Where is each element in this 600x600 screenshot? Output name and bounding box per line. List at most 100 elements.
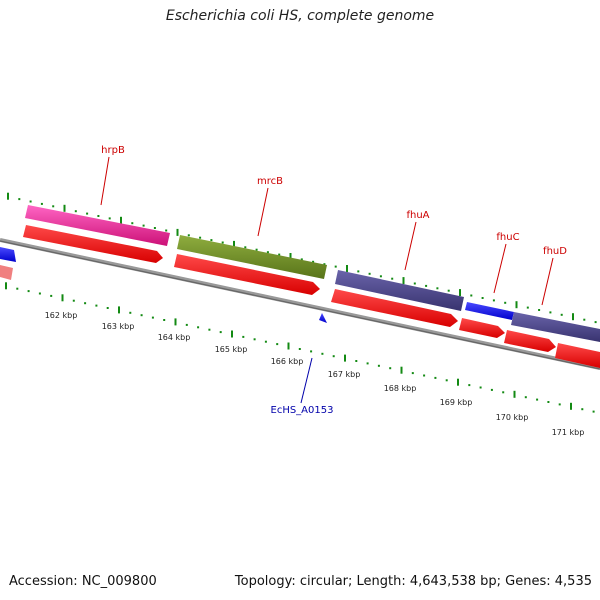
gc-mark — [131, 222, 134, 225]
gc-mark — [197, 326, 200, 329]
gc-mark — [63, 204, 66, 212]
tick-label-163: 163 kbp — [102, 322, 135, 331]
accession-text: Accession: NC_009800 — [9, 574, 157, 589]
gc-mark — [504, 301, 507, 304]
gc-mark — [434, 376, 437, 379]
genome-backbone-shadow — [0, 240, 600, 370]
gc-mark — [549, 311, 552, 314]
fhuC-leader — [493, 243, 507, 294]
kbp-tick-labels: 162 kbp 163 kbp 164 kbp 165 kbp 166 kbp … — [45, 311, 585, 437]
gene-fhuA[interactable] — [335, 270, 464, 311]
gc-mark — [310, 350, 313, 353]
gc-mark — [536, 398, 539, 401]
gc-mark — [5, 282, 7, 290]
gene-fhuD[interactable] — [511, 312, 600, 342]
gc-mark — [27, 290, 30, 293]
gc-mark — [344, 354, 346, 362]
gc-mark — [231, 330, 233, 338]
tick-label-165: 165 kbp — [215, 345, 248, 354]
gc-mark — [29, 200, 32, 203]
gc-mark — [221, 241, 224, 244]
gc-mark — [413, 282, 416, 285]
gene-left-blue[interactable] — [0, 247, 16, 262]
gc-mark — [481, 297, 484, 299]
genome-backbone — [0, 238, 600, 370]
gc-mark — [242, 335, 245, 338]
gc-mark — [174, 318, 177, 326]
tick-label-166: 166 kbp — [271, 357, 304, 366]
gc-mark — [592, 410, 595, 413]
label-fhuC: fhuC — [496, 232, 519, 243]
gc-mark — [97, 215, 100, 217]
gc-mark — [346, 265, 348, 272]
gc-mark — [377, 364, 380, 367]
gc-mark — [255, 248, 258, 251]
gene-mrcB[interactable] — [177, 235, 327, 279]
tick-label-170: 170 kbp — [496, 413, 529, 422]
gc-mark — [492, 299, 495, 302]
gc-content-outer-track — [7, 192, 597, 324]
gc-mark — [436, 287, 439, 290]
gc-mark — [287, 342, 290, 350]
gc-mark — [74, 210, 77, 213]
tick-label-171: 171 kbp — [552, 428, 585, 437]
gc-mark — [515, 301, 518, 309]
gene-hrpB[interactable] — [25, 205, 170, 246]
gc-mark — [411, 372, 414, 375]
gc-mark — [502, 391, 505, 394]
label-fhuD: fhuD — [543, 246, 567, 257]
gc-mark — [52, 205, 55, 208]
gene-EcHS_A0153[interactable] — [319, 313, 327, 323]
gc-mark — [581, 408, 584, 411]
gc-mark — [61, 294, 64, 302]
label-mrcB: mrcB — [257, 176, 283, 187]
gc-mark — [570, 402, 572, 410]
fhuD-leader — [541, 257, 554, 306]
gc-mark — [526, 306, 529, 309]
gc-mark — [108, 217, 111, 220]
gc-mark — [276, 343, 279, 346]
gc-mark — [558, 403, 561, 406]
gc-mark — [445, 379, 448, 382]
gc-mark — [400, 366, 403, 374]
gc-mark — [142, 224, 145, 227]
gene-left-salmon[interactable] — [0, 265, 13, 280]
cds-arrow-3[interactable] — [331, 289, 458, 327]
gc-mark — [86, 212, 89, 215]
gc-mark — [321, 352, 324, 355]
tick-label-164: 164 kbp — [158, 333, 191, 342]
gc-mark — [264, 340, 267, 343]
gc-mark — [368, 272, 371, 275]
gc-mark — [244, 246, 247, 249]
gc-mark — [402, 277, 405, 285]
gc-mark — [199, 236, 202, 239]
gc-mark — [118, 306, 120, 314]
gc-mark — [323, 263, 326, 266]
gc-mark — [253, 338, 256, 341]
gc-mark — [389, 367, 392, 370]
gc-mark — [185, 323, 188, 326]
gc-mark — [38, 292, 41, 295]
gc-mark — [84, 302, 87, 305]
cds-arrow-2[interactable] — [174, 254, 320, 295]
cds-arrow-6[interactable] — [555, 343, 600, 368]
gc-mark — [298, 348, 301, 350]
gc-mark — [95, 304, 98, 307]
gc-mark — [379, 275, 382, 278]
gc-mark — [40, 202, 43, 205]
tick-label-167: 167 kbp — [328, 370, 361, 379]
gc-mark — [357, 270, 360, 273]
gene-fhuC[interactable] — [465, 302, 514, 320]
mrcB-leader — [257, 187, 269, 237]
gc-mark — [366, 362, 369, 365]
gc-mark — [547, 401, 550, 403]
cds-arrow-1[interactable] — [23, 225, 163, 263]
label-fhuA: fhuA — [406, 210, 429, 221]
cds-arrow-4[interactable] — [459, 318, 505, 338]
cds-arrow-5[interactable] — [504, 330, 556, 352]
hrpB-leader — [100, 156, 110, 206]
gc-mark — [334, 265, 337, 268]
gc-mark — [289, 253, 292, 260]
gc-mark — [457, 378, 459, 386]
